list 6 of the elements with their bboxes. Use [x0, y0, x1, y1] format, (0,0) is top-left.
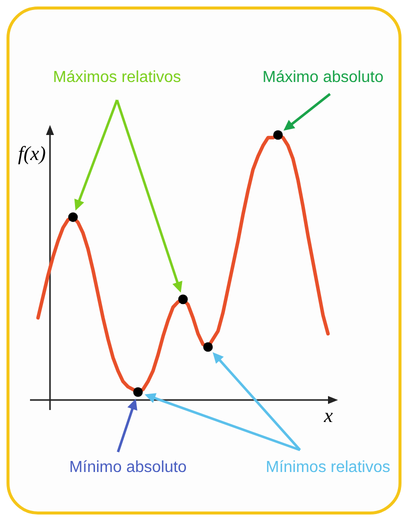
text: Máximos relativos [52, 69, 182, 86]
y-axis-title: f(x) [18, 143, 46, 165]
x-axis-title: x [323, 405, 333, 427]
text: Mínimo absoluto [69, 459, 187, 476]
text: Mínimos relativos [266, 459, 390, 476]
text: Máximo absoluto [262, 69, 384, 86]
